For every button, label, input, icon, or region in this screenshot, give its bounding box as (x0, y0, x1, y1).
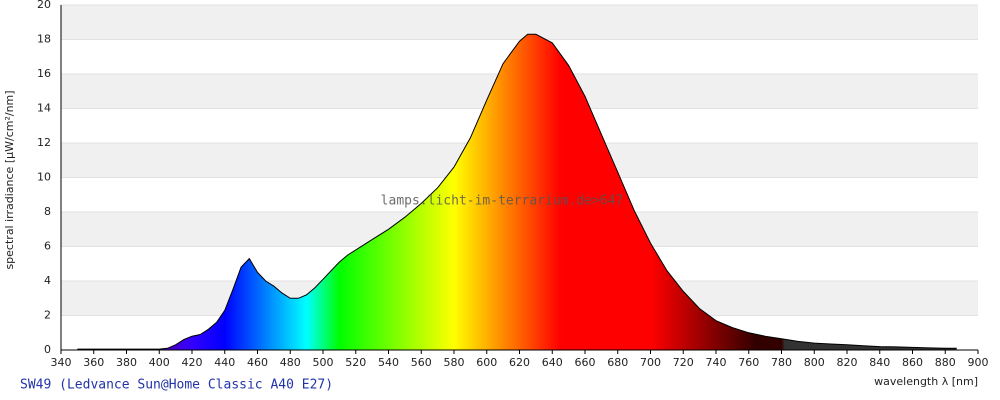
x-tick-label: 880 (935, 356, 956, 369)
x-tick-label: 860 (902, 356, 923, 369)
y-tick-label: 12 (37, 136, 51, 149)
y-tick-label: 16 (37, 67, 51, 80)
x-tick-label: 580 (444, 356, 465, 369)
x-tick-label: 520 (345, 356, 366, 369)
y-axis-label: spectral irradiance [µW/cm²/nm] (3, 90, 16, 269)
y-tick-label: 6 (44, 240, 51, 253)
x-tick-label: 900 (968, 356, 989, 369)
x-tick-label: 840 (869, 356, 890, 369)
y-tick-label: 14 (37, 102, 51, 115)
y-tick-label: 0 (44, 343, 51, 356)
x-tick-label: 720 (673, 356, 694, 369)
x-tick-label: 740 (706, 356, 727, 369)
watermark: lamps.licht-im-terrarium.de>647 (381, 194, 624, 209)
spectrum-line (77, 33, 957, 350)
x-tick-label: 420 (182, 356, 203, 369)
y-tick-label: 2 (44, 309, 51, 322)
x-tick-label: 480 (280, 356, 301, 369)
x-tick-label: 500 (313, 356, 334, 369)
x-tick-label: 700 (640, 356, 661, 369)
grid-band (61, 5, 978, 40)
x-tick-label: 600 (476, 356, 497, 369)
x-tick-label: 800 (804, 356, 825, 369)
x-tick-label: 560 (411, 356, 432, 369)
spectrum-area (77, 34, 957, 351)
x-tick-label: 640 (542, 356, 563, 369)
chart-title: SW49 (Ledvance Sun@Home Classic A40 E27) (20, 378, 333, 393)
x-tick-label: 400 (149, 356, 170, 369)
x-tick-label: 540 (378, 356, 399, 369)
y-tick-label: 4 (44, 274, 51, 287)
x-axis-label: wavelength λ [nm] (874, 375, 978, 388)
y-tick-label: 10 (37, 171, 51, 184)
x-tick-label: 340 (51, 356, 72, 369)
x-tick-label: 820 (837, 356, 858, 369)
x-tick-label: 680 (607, 356, 628, 369)
x-tick-label: 660 (575, 356, 596, 369)
y-tick-label: 8 (44, 205, 51, 218)
x-tick-label: 460 (247, 356, 268, 369)
y-tick-label: 18 (37, 33, 51, 46)
x-tick-label: 360 (83, 356, 104, 369)
x-tick-label: 380 (116, 356, 137, 369)
x-tick-label: 620 (509, 356, 530, 369)
x-tick-label: 780 (771, 356, 792, 369)
x-tick-label: 760 (738, 356, 759, 369)
y-tick-label: 20 (37, 0, 51, 11)
x-tick-label: 440 (214, 356, 235, 369)
